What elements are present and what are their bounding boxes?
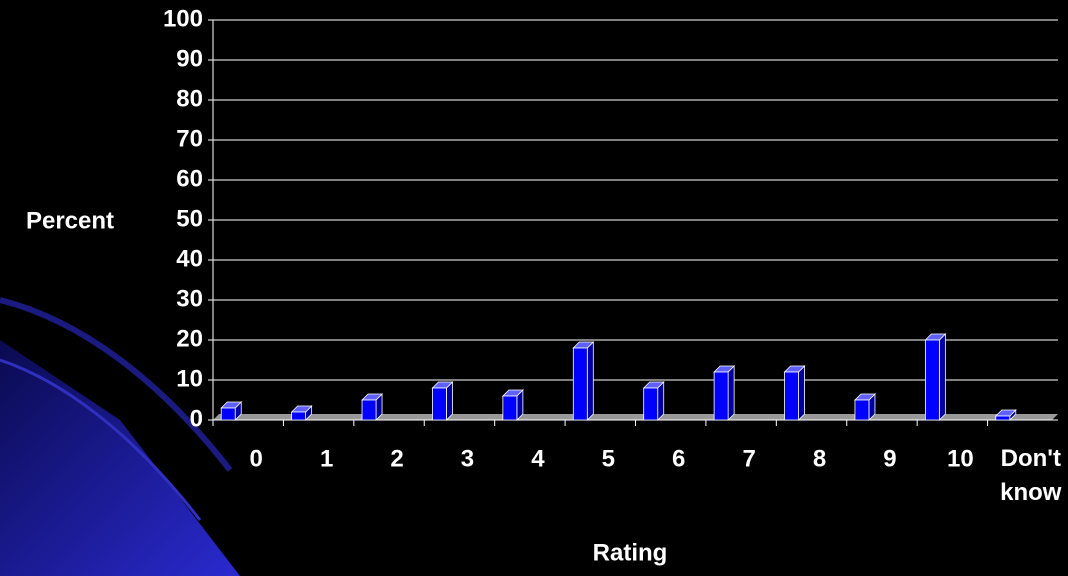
x-tick-label: 1	[320, 445, 333, 472]
y-tick-label: 90	[176, 45, 203, 72]
bar	[361, 399, 377, 421]
bar	[854, 399, 870, 421]
bar	[713, 371, 729, 421]
bar	[643, 387, 659, 421]
x-tick-label: 9	[883, 445, 896, 472]
floor	[213, 414, 1058, 420]
bar	[784, 371, 799, 421]
x-tick-label: Don't know	[1000, 445, 1062, 506]
bar-side	[798, 365, 805, 421]
x-tick-label: 8	[813, 445, 826, 472]
bar	[924, 339, 940, 421]
x-tick-label: 7	[742, 445, 755, 472]
x-tick-label: 10	[947, 445, 974, 472]
bar	[220, 407, 236, 421]
y-tick-label: 50	[176, 205, 203, 232]
x-tick-label: 3	[461, 445, 474, 472]
bar-side	[586, 341, 594, 421]
y-tick-label: 30	[176, 285, 203, 312]
bar-side	[938, 333, 946, 421]
y-tick-label: 60	[176, 165, 203, 192]
x-tick-label: 5	[602, 445, 615, 472]
y-tick-label: 0	[190, 405, 203, 432]
y-tick-label: 100	[163, 5, 203, 32]
y-tick-label: 80	[176, 85, 203, 112]
background-decoration	[0, 297, 240, 576]
bar-side	[446, 381, 453, 421]
x-tick-label: 6	[672, 445, 685, 472]
bar	[432, 387, 447, 421]
y-tick-label: 40	[176, 245, 203, 272]
bar-side	[657, 381, 665, 421]
bar	[995, 415, 1011, 421]
bar	[291, 411, 307, 421]
y-tick-label: 10	[176, 365, 203, 392]
y-tick-label: 70	[176, 125, 203, 152]
y-axis-label: Percent	[26, 207, 114, 234]
x-tick-label: 4	[531, 445, 545, 472]
y-tick-label: 20	[176, 325, 203, 352]
bar-side	[727, 365, 735, 421]
x-tick-label: 0	[250, 445, 263, 472]
x-tick-label: 2	[390, 445, 403, 472]
x-axis-label: Rating	[593, 539, 668, 566]
bar	[572, 347, 588, 421]
bar	[502, 395, 518, 421]
